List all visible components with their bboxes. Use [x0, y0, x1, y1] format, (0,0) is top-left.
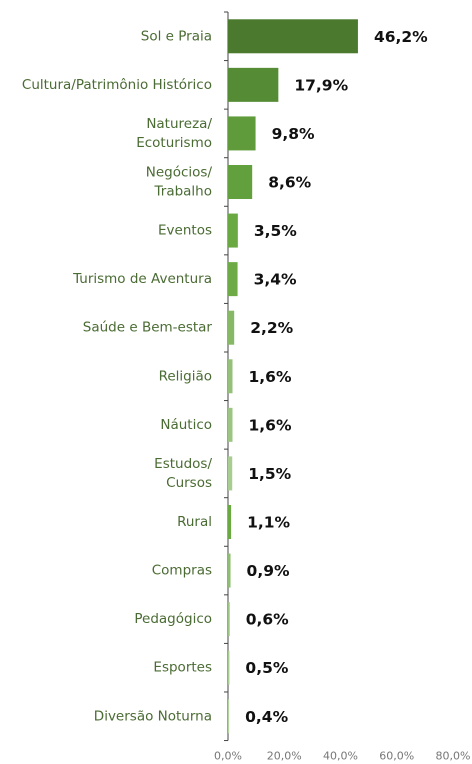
value-label: 1,5% [248, 465, 291, 483]
category-label: Diversão Noturna [94, 708, 212, 724]
category-label: Religião [159, 368, 212, 384]
value-label: 0,9% [247, 562, 290, 580]
bar [228, 602, 230, 637]
x-tick-label: 80,0% [436, 750, 471, 763]
value-label: 2,2% [250, 319, 293, 337]
category-label-line: Ecoturismo [136, 135, 212, 151]
value-label: 0,5% [245, 659, 288, 677]
category-label: Rural [177, 514, 212, 530]
category-label: Negócios/Trabalho [146, 164, 213, 199]
bar [228, 456, 233, 491]
category-label-line: Natureza/ [146, 116, 212, 132]
category-label-line: Esportes [153, 660, 212, 676]
bar [228, 407, 233, 442]
bar [228, 359, 233, 394]
bar [228, 310, 235, 345]
bar [228, 213, 238, 248]
bar [228, 67, 279, 102]
value-label: 8,6% [268, 173, 311, 191]
category-label: Náutico [160, 417, 212, 433]
bar [228, 553, 231, 588]
category-label: Compras [152, 563, 212, 579]
category-label-line: Cursos [166, 475, 212, 491]
bar [228, 504, 232, 539]
value-label: 3,5% [254, 222, 297, 240]
x-tick-label: 60,0% [379, 750, 414, 763]
category-label-line: Eventos [158, 223, 212, 239]
category-label-line: Cultura/Patrimônio Histórico [22, 77, 212, 93]
category-label-line: Náutico [160, 417, 212, 433]
category-label: Eventos [158, 223, 212, 239]
bar [228, 116, 256, 151]
category-label-line: Negócios/ [146, 164, 213, 180]
value-label: 1,6% [249, 368, 292, 386]
x-tick-label: 20,0% [267, 750, 302, 763]
x-tick-label: 0,0% [214, 750, 242, 763]
bar [228, 164, 253, 199]
category-label: Natureza/Ecoturismo [136, 116, 212, 151]
category-label: Saúde e Bem-estar [83, 320, 213, 336]
category-label-line: Estudos/ [154, 456, 212, 472]
value-label: 3,4% [254, 271, 297, 289]
category-label-line: Compras [152, 563, 212, 579]
category-label: Cultura/Patrimônio Histórico [22, 77, 212, 93]
value-label: 9,8% [272, 125, 315, 143]
category-label-line: Sol e Praia [141, 28, 212, 44]
bar [228, 650, 230, 685]
category-label-line: Diversão Noturna [94, 708, 212, 724]
x-tick-label: 40,0% [323, 750, 358, 763]
category-label: Esportes [153, 660, 212, 676]
category-label-line: Rural [177, 514, 212, 530]
category-label: Sol e Praia [141, 28, 212, 44]
value-label: 17,9% [294, 76, 348, 94]
category-label-line: Turismo de Aventura [72, 271, 212, 287]
category-label-line: Religião [159, 368, 212, 384]
bar [228, 699, 230, 734]
value-label: 46,2% [374, 28, 428, 46]
value-label: 0,6% [246, 611, 289, 629]
category-label-line: Trabalho [154, 183, 213, 199]
value-label: 1,6% [249, 416, 292, 434]
category-label: Pedagógico [134, 611, 212, 627]
value-label: 0,4% [245, 708, 288, 726]
category-label-line: Pedagógico [134, 611, 212, 627]
bar [228, 19, 358, 54]
category-label: Estudos/Cursos [154, 456, 212, 491]
category-label-line: Saúde e Bem-estar [83, 320, 213, 336]
category-label: Turismo de Aventura [72, 271, 212, 287]
bar [228, 262, 238, 297]
value-label: 1,1% [247, 513, 290, 531]
